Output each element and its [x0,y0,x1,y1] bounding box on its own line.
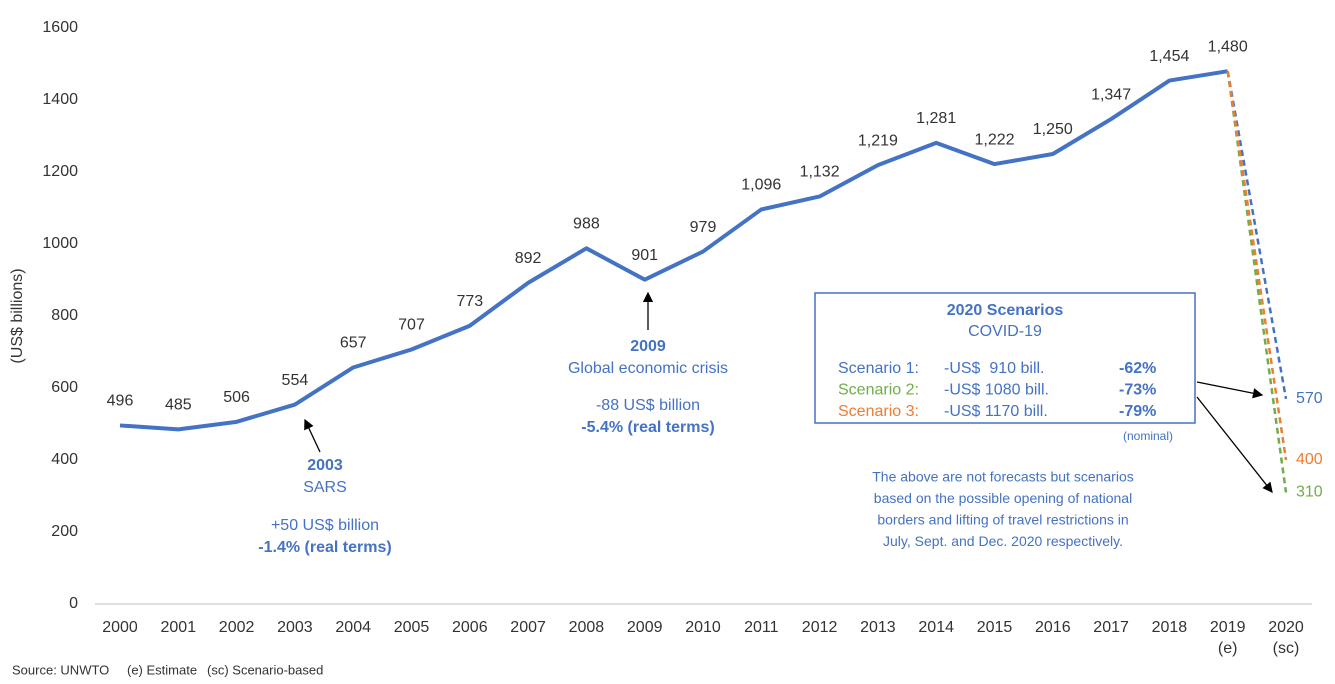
annotation-event: Global economic crisis [568,360,728,377]
x-tick-label: 2000 [102,619,138,636]
x-tick-label: 2009 [627,619,663,636]
scenario-amount: -US$ 1080 bill. [944,382,1049,399]
value-label: 901 [631,247,658,264]
scenario-box [814,292,1196,424]
x-tick-label: 2005 [394,619,430,636]
value-label: 979 [690,219,717,236]
y-tick-label: 200 [51,523,78,540]
x-tick-label: 2014 [918,619,954,636]
box-nominal: (nominal) [1123,429,1173,443]
x-tick-label: 2017 [1093,619,1129,636]
y-tick-label: 1200 [42,163,78,180]
x-tick-label: 2006 [452,619,488,636]
value-label: 400 [1296,451,1323,468]
x-tick-label: 2007 [510,619,546,636]
x-tick-label: 2011 [744,619,779,636]
value-label: 1,250 [1033,121,1073,138]
box-title: 2020 Scenarios [947,302,1064,319]
value-label: 485 [165,397,192,414]
x-tick-label: 2008 [569,619,605,636]
note-line: borders and lifting of travel restrictio… [877,512,1128,528]
note-line: The above are not forecasts but scenario… [872,469,1133,485]
scenario-name: Scenario 3: [838,403,919,420]
y-tick-label: 600 [51,379,78,396]
value-label: 496 [107,393,134,410]
x-tick-label: 2018 [1152,619,1188,636]
scenario-amount: -US$ 1170 bill. [944,403,1048,420]
value-label: 1,347 [1091,86,1131,103]
x-tick-label: 2016 [1035,619,1071,636]
annotation-change: -88 US$ billion [596,397,700,414]
x-tick-label: 2012 [802,619,838,636]
y-tick-label: 1400 [42,91,78,108]
annotation-real: -5.4% (real terms) [581,419,714,436]
scenario-line [1226,70,1288,400]
value-label: 506 [223,389,250,406]
x-tick-label: 2004 [335,619,371,636]
x-tick-label: 2010 [685,619,721,636]
x-tick-note: (sc) [1273,640,1300,657]
annotation-change: +50 US$ billion [271,517,379,534]
x-tick-label: 2013 [860,619,896,636]
y-tick-label: 400 [51,451,78,468]
x-tick-label: 2001 [161,619,197,636]
note-line: based on the possible opening of nationa… [874,490,1132,506]
value-label: 1,480 [1208,38,1248,55]
annotation-event: SARS [303,479,347,496]
y-axis-label: (US$ billions) [9,268,26,363]
value-label: 1,281 [916,110,956,127]
annotation-year: 2009 [630,338,666,355]
arrow [1196,381,1264,399]
value-label: 310 [1296,484,1323,501]
arrow [304,418,321,453]
value-label: 1,219 [858,132,898,149]
x-tick-label: 2019 [1210,619,1246,636]
x-tick-label: 2003 [277,619,313,636]
arrow [1196,396,1273,494]
x-tick-label: 2020 [1268,619,1304,636]
value-label: 1,132 [800,164,840,181]
source-text: (sc) Scenario-based [207,662,323,677]
annotation-real: -1.4% (real terms) [258,539,391,556]
value-label: 1,222 [974,131,1014,148]
value-label: 657 [340,335,367,352]
scenario-name: Scenario 2: [838,382,919,399]
value-label: 1,096 [741,177,781,194]
value-label: 892 [515,250,542,267]
scenario-line [1226,71,1288,461]
value-label: 988 [573,216,600,233]
note-line: July, Sept. and Dec. 2020 respectively. [883,533,1123,549]
annotation-year: 2003 [307,457,343,474]
value-label: 773 [456,293,483,310]
x-tick-label: 2015 [977,619,1013,636]
value-label: 707 [398,317,425,334]
box-subtitle: COVID-19 [968,323,1042,340]
y-tick-label: 0 [69,595,78,612]
value-label: 554 [282,372,309,389]
scenario-pct: -73% [1119,382,1156,399]
scenario-pct: -79% [1119,403,1156,420]
value-label: 1,454 [1149,48,1189,65]
value-label: 570 [1296,390,1323,407]
y-tick-label: 800 [51,307,78,324]
scenario-pct: -62% [1119,360,1156,377]
source-text: (e) Estimate [127,662,197,677]
y-tick-label: 1000 [42,235,78,252]
scenario-name: Scenario 1: [838,360,919,377]
line [119,69,1229,432]
scenario-amount: -US$ 910 bill. [944,360,1045,377]
x-tick-note: (e) [1218,640,1238,657]
y-tick-label: 1600 [42,19,78,36]
x-tick-label: 2002 [219,619,255,636]
source-text: Source: UNWTO [12,662,109,677]
